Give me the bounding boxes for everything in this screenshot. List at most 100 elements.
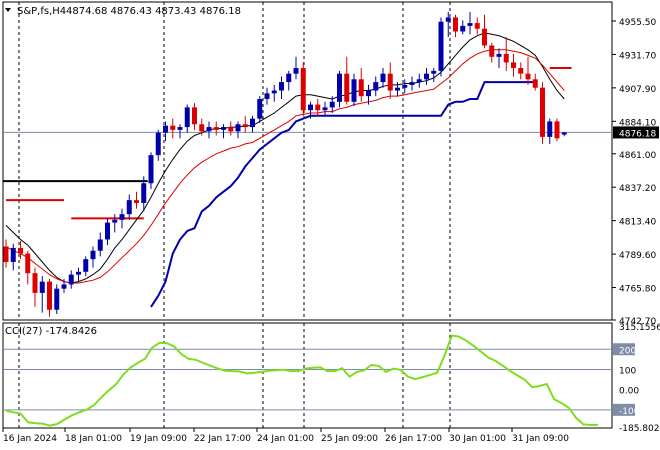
indicator-line-0 (5, 32, 565, 284)
cci-level-tag (613, 343, 635, 356)
candle-body (511, 62, 516, 69)
x-tick-label: 31 Jan 09:00 (512, 434, 569, 444)
candle-body (279, 82, 284, 91)
x-tick-label: 18 Jan 01:00 (65, 434, 122, 444)
candle-body (329, 101, 335, 108)
x-tick-label: 19 Jan 09:00 (130, 434, 187, 444)
candle-body (293, 68, 299, 74)
candle-body (337, 73, 342, 102)
cci-tick-label: 315.1556 (619, 323, 660, 333)
candle-body (315, 104, 321, 111)
candle-body (242, 124, 248, 128)
candle-body (467, 23, 473, 26)
candle-body (3, 246, 9, 262)
y-tick-label: 4907.90 (619, 85, 656, 95)
ohlc-readout: 4874.68 4876.43 4873.43 4876.18 (66, 6, 241, 17)
current-price-tag (613, 126, 659, 139)
cci-tick-label: 100 (619, 366, 636, 376)
candle-body (489, 45, 495, 57)
candle-body (402, 84, 408, 88)
cci-pane-frame (2, 322, 613, 429)
candle-body (387, 73, 393, 91)
candle-body (250, 118, 255, 128)
cci-title: CCI(27) -174.8426 (5, 326, 97, 337)
candle-body (10, 247, 16, 262)
collapse-triangle-icon (5, 8, 11, 12)
y-tick-label: 4813.40 (619, 218, 656, 228)
candle-body (358, 79, 364, 97)
candle-body (206, 127, 212, 132)
cci-tick-label: 200 (619, 346, 636, 356)
candle-body (76, 271, 81, 275)
candle-body (351, 79, 357, 102)
cci-tick-label: -185.8021 (619, 424, 660, 434)
candle-body (271, 90, 277, 94)
x-tick-label: 16 Jan 2024 (3, 434, 57, 444)
candle-body (112, 219, 118, 223)
y-tick-label: 4955.50 (619, 18, 656, 28)
candle-body (61, 284, 67, 289)
x-tick-label: 22 Jan 17:00 (194, 434, 251, 444)
chart-title: S&P,fs,H4 (17, 6, 66, 17)
candle-body (424, 73, 429, 80)
cci-tick-label: 0.00 (619, 387, 639, 397)
candle-body (163, 125, 168, 133)
candle-body (373, 82, 379, 91)
candle-body (126, 200, 132, 215)
candle-body (525, 73, 531, 80)
candle-body (540, 87, 545, 137)
candle-body (344, 73, 350, 102)
x-tick-label: 26 Jan 17:00 (385, 434, 442, 444)
candle-body (90, 250, 96, 260)
y-tick-label: 4837.20 (619, 184, 656, 194)
candle-body (503, 53, 509, 63)
candle-body (141, 183, 147, 203)
candle-body (97, 239, 103, 251)
candle-body (395, 87, 400, 91)
candle-body (431, 70, 437, 74)
candle-body (228, 127, 234, 132)
y-tick-label: 4765.80 (619, 285, 656, 295)
candle-body (32, 273, 38, 293)
candle-body (170, 125, 176, 130)
candle-body (366, 90, 371, 97)
candle-body (199, 124, 205, 132)
candle-body (148, 155, 154, 184)
candle-body (155, 132, 161, 156)
candle-body (416, 79, 422, 83)
candle-body (496, 53, 502, 57)
candle-body (438, 21, 444, 71)
y-tick-label: 4861.00 (619, 151, 656, 161)
candle-body (380, 73, 386, 83)
cci-tick-label: -100 (619, 407, 640, 417)
y-tick-label: 4931.70 (619, 51, 656, 61)
candle-body (235, 124, 241, 132)
x-tick-label: 24 Jan 01:00 (257, 434, 314, 444)
y-tick-label: 4789.60 (619, 251, 656, 261)
candle-body (554, 121, 560, 139)
price-pane-frame (2, 1, 613, 321)
candle-body (518, 68, 524, 74)
candle-body (68, 274, 74, 285)
candle-body (54, 288, 60, 310)
candle-body (482, 28, 487, 46)
candle-body (18, 247, 23, 254)
cci-line (5, 334, 599, 427)
candle-body (460, 25, 466, 32)
price-pane: 4955.50 4931.70 4907.90 4884.10 4861.00 4837.… (2, 1, 659, 327)
candle-body (134, 200, 139, 203)
candle-body (474, 23, 480, 29)
y-tick-label: 4884.10 (619, 118, 656, 128)
cci-level-tag (613, 403, 635, 416)
candle-body (286, 73, 292, 83)
candle-body (119, 214, 125, 220)
candle-body (264, 93, 270, 99)
candle-body (192, 107, 197, 125)
cci-pane: 315.1556 200 100 0.00 -100 -185.8021 (2, 322, 660, 434)
indicator-line-1 (5, 49, 565, 284)
candle-body (257, 98, 263, 119)
candle-body (221, 127, 226, 130)
candle-body (300, 68, 306, 111)
candle-body (213, 127, 219, 130)
